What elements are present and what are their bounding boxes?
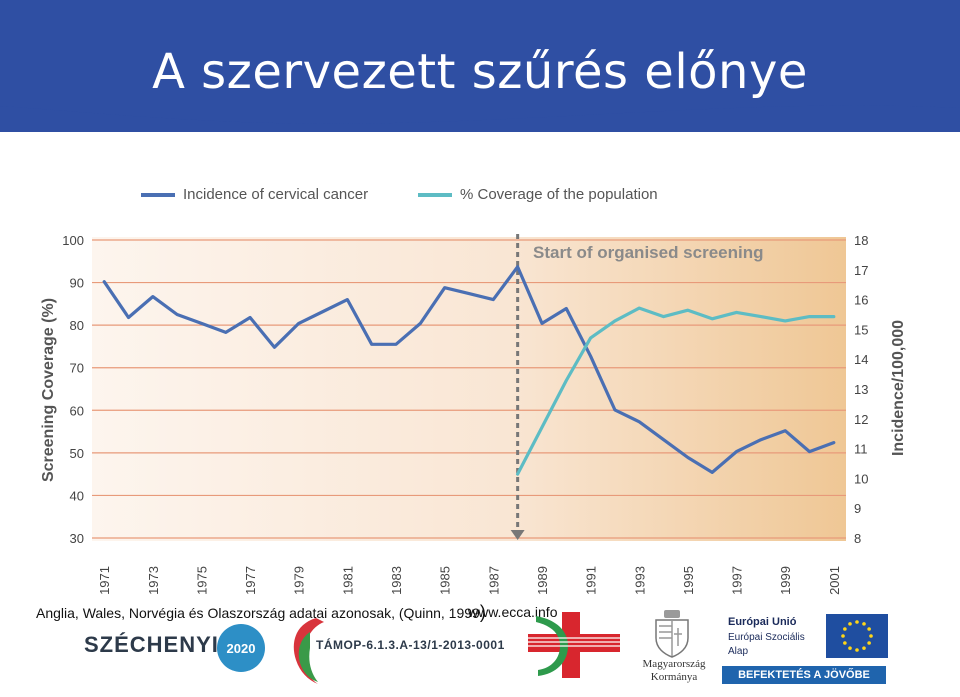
y2-tick-label: 18 bbox=[854, 233, 868, 248]
chart: 100 90 80 70 60 50 40 30 18 17 16 15 14 13 12 11 10 9 8 1… bbox=[40, 233, 907, 595]
tamop-code: TÁMOP-6.1.3.A-13/1-2013-0001 bbox=[316, 638, 505, 652]
x-tick-label: 1993 bbox=[632, 566, 647, 595]
eu-star bbox=[848, 622, 852, 626]
y-tick-label: 50 bbox=[70, 446, 84, 461]
legend-swatch-incidence bbox=[141, 192, 175, 197]
y-tick-label: 80 bbox=[70, 318, 84, 333]
caption-text: Anglia, Wales, Norvégia és Olaszország a… bbox=[36, 605, 480, 621]
y2-tick-label: 8 bbox=[854, 531, 861, 546]
series-line-incidence bbox=[102, 265, 836, 474]
x-tick-label: 1981 bbox=[340, 566, 355, 595]
y2-tick-label: 14 bbox=[854, 352, 868, 367]
hungary-line2: Kormánya bbox=[650, 671, 698, 683]
eu-line2: Európai Szociális bbox=[728, 632, 805, 643]
eu-line1: Európai Unió bbox=[728, 616, 797, 628]
y2-tick-label: 11 bbox=[854, 442, 868, 457]
website-link[interactable]: www.ecca.info bbox=[468, 604, 558, 620]
legend-label-incidence: Incidence of cervical cancer bbox=[183, 186, 369, 203]
x-tick-label: 1989 bbox=[535, 566, 550, 595]
hungary-line1: Magyarország bbox=[642, 658, 706, 670]
ecca-logo-icon bbox=[528, 612, 620, 678]
tamop-logo-icon bbox=[293, 618, 324, 684]
eu-star bbox=[855, 648, 859, 652]
y2-tick-label: 10 bbox=[854, 471, 868, 486]
y-tick-label: 40 bbox=[70, 488, 84, 503]
y-axis-left: 100 90 80 70 60 50 40 30 bbox=[62, 233, 84, 546]
x-tick-label: 1997 bbox=[730, 566, 745, 595]
caption-paren: ) bbox=[479, 602, 486, 622]
page-title: A szervezett szűrés előnye bbox=[152, 44, 808, 100]
y-tick-label: 30 bbox=[70, 531, 84, 546]
eu-star bbox=[841, 634, 845, 638]
y-tick-label: 60 bbox=[70, 403, 84, 418]
series-line-coverage bbox=[515, 306, 836, 476]
eu-star bbox=[848, 646, 852, 650]
y-axis-right: 18 17 16 15 14 13 12 11 10 9 8 bbox=[854, 233, 868, 546]
x-tick-label: 1987 bbox=[486, 566, 501, 595]
x-tick-label: 1977 bbox=[243, 566, 258, 595]
szechenyi-logo: SZÉCHENYI bbox=[84, 632, 219, 657]
y-tick-label: 100 bbox=[62, 233, 84, 248]
eu-flag-icon bbox=[826, 614, 888, 658]
y-tick-label: 90 bbox=[70, 276, 84, 291]
eu-star bbox=[862, 646, 866, 650]
y2-tick-label: 15 bbox=[854, 322, 868, 337]
marker-arrow bbox=[510, 530, 525, 540]
eu-star bbox=[867, 627, 871, 631]
header-wave bbox=[0, 100, 960, 124]
plot-background bbox=[92, 237, 846, 541]
y2-tick-label: 12 bbox=[854, 412, 868, 427]
y2-tick-label: 13 bbox=[854, 382, 868, 397]
x-tick-label: 2001 bbox=[827, 566, 842, 595]
series-lines bbox=[102, 265, 836, 476]
eu-star bbox=[869, 634, 873, 638]
legend-label-coverage: % Coverage of the population bbox=[460, 186, 658, 203]
screening-marker bbox=[510, 234, 525, 540]
x-tick-label: 1973 bbox=[146, 566, 161, 595]
y2-axis-label: Incidence/100,000 bbox=[890, 320, 907, 456]
x-tick-label: 1991 bbox=[584, 566, 599, 595]
y-tick-label: 70 bbox=[70, 361, 84, 376]
y2-tick-label: 9 bbox=[854, 501, 861, 516]
eu-star bbox=[862, 622, 866, 626]
legend-coverage: % Coverage of the population bbox=[418, 186, 658, 203]
legend-swatch-coverage bbox=[418, 192, 452, 197]
y-axis-label: Screening Coverage (%) bbox=[40, 298, 57, 482]
eu-star bbox=[867, 641, 871, 645]
y2-tick-label: 17 bbox=[854, 263, 868, 278]
eu-star bbox=[843, 627, 847, 631]
annotation-label: Start of organised screening bbox=[533, 243, 764, 262]
x-tick-label: 1999 bbox=[778, 566, 793, 595]
legend-incidence: Incidence of cervical cancer bbox=[141, 186, 368, 203]
eu-star bbox=[855, 620, 859, 624]
szechenyi-2020-badge: 2020 bbox=[217, 624, 265, 672]
x-tick-label: 1979 bbox=[292, 566, 307, 595]
source-caption: Anglia, Wales, Norvégia és Olaszország a… bbox=[36, 602, 486, 623]
eu-line3: Alap bbox=[728, 646, 749, 657]
hungary-government-logo: Magyarország Kormánya bbox=[624, 658, 724, 684]
x-axis: 1971 1973 1975 1977 1979 1981 1983 1985 1987 1989… bbox=[97, 566, 842, 595]
hungary-crest-icon bbox=[655, 610, 689, 658]
y2-tick-label: 16 bbox=[854, 293, 868, 308]
grid-lines bbox=[92, 239, 846, 539]
x-tick-label: 1985 bbox=[438, 566, 453, 595]
eu-banner: BEFEKTETÉS A JÖVŐBE bbox=[722, 666, 886, 684]
x-tick-label: 1995 bbox=[681, 566, 696, 595]
x-tick-label: 1975 bbox=[194, 566, 209, 595]
eu-star bbox=[843, 641, 847, 645]
x-tick-label: 1971 bbox=[97, 566, 112, 595]
x-tick-label: 1983 bbox=[389, 566, 404, 595]
